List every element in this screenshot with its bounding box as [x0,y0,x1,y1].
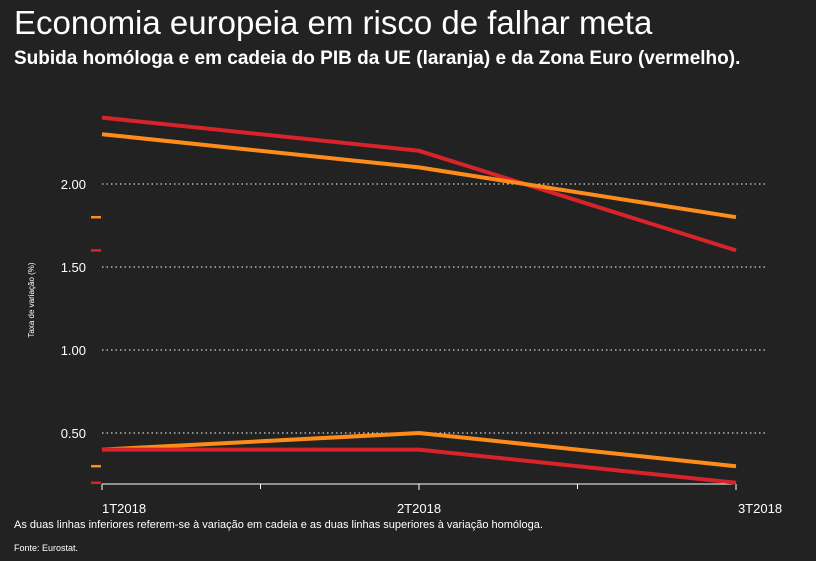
y-tick-label-2: 1.50 [61,260,86,275]
grid-layer [102,183,766,434]
y-tick-label-1: 1.00 [61,343,86,358]
line-chart: 0.50 1.00 1.50 2.00 1T2018 2T2018 3T2018 Taxa … [27,115,782,516]
x-tick-label-1: 2T2018 [397,501,441,516]
y-tick-label-3: 2.00 [61,177,86,192]
series-layer [101,115,737,485]
y-axis-title: Taxa de variação (%) [27,262,36,337]
series-line-1-homologa [101,132,737,220]
chart-source: Fonte: Eurostat. [14,543,79,553]
x-tick-label-2: 3T2018 [738,501,782,516]
chart-note: As duas linhas inferiores referem-se à v… [14,519,543,531]
chart-subtitle: Subida homóloga e em cadeia do PIB da UE… [14,48,741,69]
axis-marker-layer [91,215,101,485]
y-tick-label-0: 0.50 [61,426,86,441]
x-tick-label-0: 1T2018 [102,501,146,516]
axis-layer: 0.50 1.00 1.50 2.00 1T2018 2T2018 3T2018 [61,177,782,516]
chart-title: Economia europeia em risco de falhar met… [14,4,653,41]
